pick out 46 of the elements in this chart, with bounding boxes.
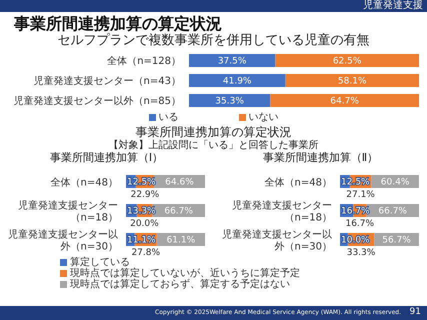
- y-tick-label: 児童発達支援センター（n=18）: [18, 200, 118, 224]
- data-label: 66.7%: [378, 206, 408, 216]
- bar: [189, 54, 276, 67]
- data-label: 22.9%: [130, 190, 160, 200]
- legend-label: いない: [248, 112, 278, 123]
- y-tick-label: 児童発達支援センター以外（n=30）: [8, 228, 118, 252]
- data-label: 64.6%: [165, 178, 194, 188]
- data-label: 27.1%: [346, 190, 376, 200]
- chart-subtitle: セルフプランで複数事業所を併用している児童の有無: [58, 33, 370, 48]
- y-tick-label: 児童発達支援センター（n=18）: [232, 200, 332, 224]
- data-label: 16.7%: [341, 206, 370, 216]
- data-label: 35.3%: [215, 96, 244, 106]
- chart-title: 事業所間連携加算（Ⅰ）: [50, 150, 164, 165]
- data-label: 62.5%: [332, 56, 362, 66]
- chart-title: 事業所間連携加算（Ⅱ）: [262, 150, 378, 165]
- data-label: 64.7%: [330, 96, 360, 106]
- y-tick-label: 全体（n=128）: [107, 55, 181, 67]
- legend-label: いる: [158, 112, 178, 123]
- data-label: 58.1%: [338, 76, 367, 86]
- data-label: 37.5%: [218, 56, 247, 66]
- data-label: 16.7%: [345, 219, 375, 229]
- legend-label: 現時点では算定していないが、近いうちに算定予定: [70, 268, 300, 279]
- y-tick-label: 児童発達支援センター以外（n=30）: [222, 228, 332, 252]
- bar: [189, 94, 270, 107]
- bar: [189, 74, 286, 87]
- bar: [285, 74, 419, 87]
- data-label: 66.7%: [164, 206, 194, 216]
- chart-title: 事業所間連携加算の算定状況: [14, 14, 222, 33]
- y-tick-label: 全体（n=48）: [50, 176, 118, 188]
- text: 【対象】上記設問に「いる」と回答した事業所: [108, 140, 320, 152]
- data-label: 61.1%: [166, 236, 196, 246]
- bar: [270, 94, 419, 107]
- y-tick-label: 全体（n=48）: [264, 176, 332, 188]
- y-tick-label: 児童発達支援センター以外（n=85）: [14, 95, 181, 107]
- y-tick-label: 児童発達支援センター（n=43）: [34, 75, 181, 87]
- data-label: 60.4%: [380, 178, 410, 188]
- text: 事業所間連携加算の算定状況: [134, 125, 292, 140]
- data-label: 56.7%: [382, 236, 412, 246]
- legend-label: 算定している: [70, 257, 130, 268]
- data-label: 33.3%: [346, 248, 376, 258]
- legend-label: 現時点では算定しておらず、算定する予定はない: [70, 279, 290, 290]
- data-label: 41.9%: [222, 76, 252, 86]
- bar: [275, 54, 419, 67]
- data-label: 20.0%: [130, 219, 160, 229]
- text: 91: [410, 307, 421, 318]
- data-label: 27.8%: [131, 248, 160, 258]
